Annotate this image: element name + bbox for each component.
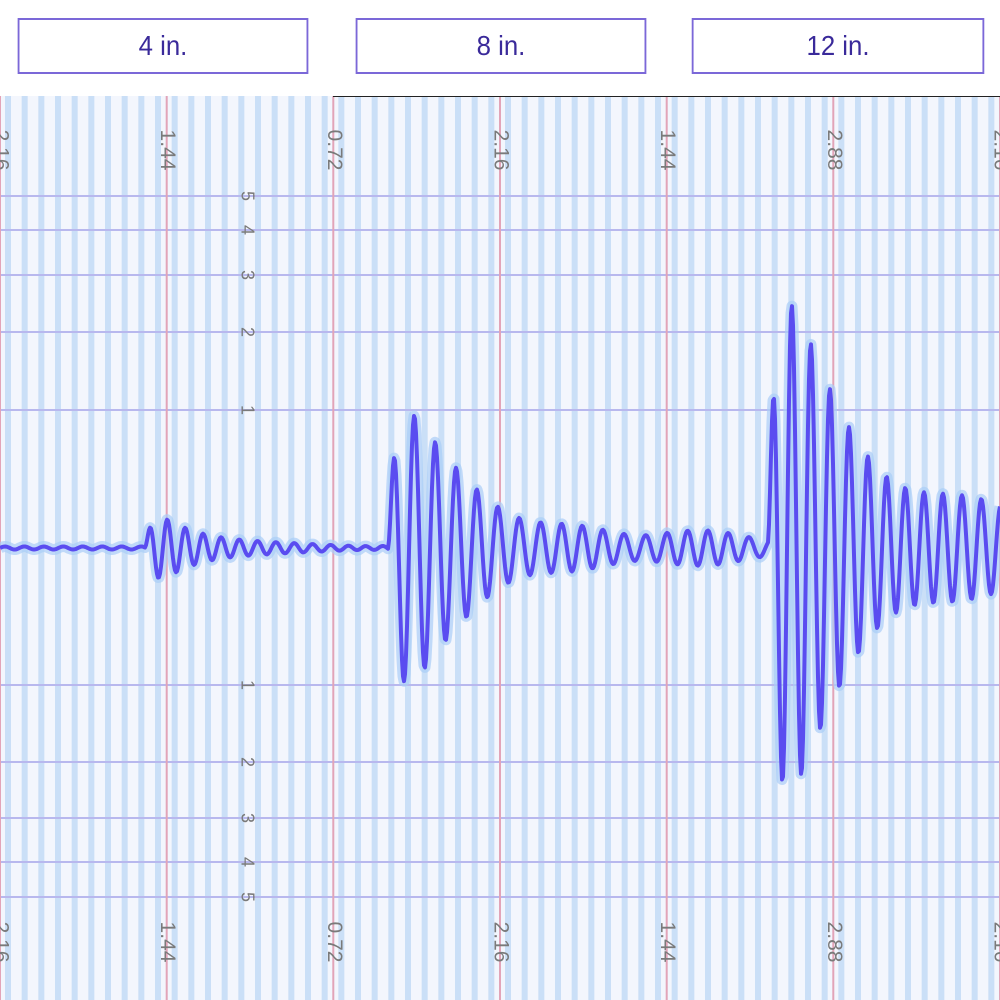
scale-button[interactable]: 12 in. xyxy=(691,18,985,74)
scale-label: 3 xyxy=(237,270,257,280)
scale-label: 5 xyxy=(237,191,257,201)
time-label: 2.16 xyxy=(489,130,512,171)
scale-button[interactable]: 4 in. xyxy=(17,18,309,74)
time-label: 1.44 xyxy=(656,130,679,171)
time-label: 1.44 xyxy=(156,130,179,171)
trace xyxy=(0,304,1000,782)
time-label: 0.72 xyxy=(323,130,346,171)
time-label: 2.16 xyxy=(0,130,12,171)
time-label: 1.44 xyxy=(156,922,179,963)
time-label: 2.16 xyxy=(489,922,512,963)
scale-label: 4 xyxy=(237,857,257,867)
time-label: 2.88 xyxy=(823,922,846,963)
scale-label: 5 xyxy=(237,892,257,902)
seismogram: 2.16 2.16 1.44 1.44 0.72 0.72 2.16 2.16 1.44 1.44… xyxy=(0,96,1000,1000)
time-label: 2.16 xyxy=(0,922,12,963)
time-label: 2.16 xyxy=(989,130,1000,171)
labels: 2.16 2.16 1.44 1.44 0.72 0.72 2.16 2.16 1.44 1.44… xyxy=(0,130,1000,963)
time-label: 0.72 xyxy=(323,922,346,963)
time-label: 1.44 xyxy=(656,922,679,963)
scale-label: 3 xyxy=(237,813,257,823)
time-label: 2.88 xyxy=(823,130,846,171)
scale-label: 4 xyxy=(237,225,257,235)
time-label: 2.16 xyxy=(989,922,1000,963)
scale-label: 1 xyxy=(237,405,257,415)
scale-label: 1 xyxy=(237,680,257,690)
scale-button[interactable]: 8 in. xyxy=(355,18,647,74)
scale-label: 2 xyxy=(237,757,257,767)
scale-label: 2 xyxy=(237,327,257,337)
